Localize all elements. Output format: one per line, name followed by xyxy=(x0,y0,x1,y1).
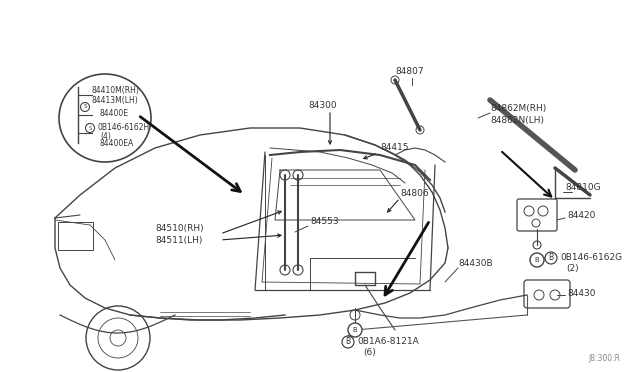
Circle shape xyxy=(348,323,362,337)
Text: 84430: 84430 xyxy=(567,289,595,298)
Text: B: B xyxy=(346,337,351,346)
Text: 84400E: 84400E xyxy=(100,109,129,119)
Circle shape xyxy=(81,103,90,112)
Text: (4): (4) xyxy=(100,132,111,141)
Text: 0B146-6162H: 0B146-6162H xyxy=(97,122,149,131)
Text: 84810G: 84810G xyxy=(565,183,600,192)
Circle shape xyxy=(530,253,544,267)
Text: B: B xyxy=(548,253,554,262)
Text: J8:300:R: J8:300:R xyxy=(588,354,620,363)
Text: 84807: 84807 xyxy=(395,67,424,77)
Circle shape xyxy=(86,124,95,132)
Text: 84430B: 84430B xyxy=(458,260,493,269)
Text: 84415: 84415 xyxy=(380,144,408,153)
Text: B: B xyxy=(534,257,540,263)
Text: 84862M(RH): 84862M(RH) xyxy=(490,103,547,112)
Text: S: S xyxy=(83,105,87,109)
Text: S: S xyxy=(88,125,92,131)
Text: 0B1A6-8121A: 0B1A6-8121A xyxy=(357,337,419,346)
Text: 84510(RH): 84510(RH) xyxy=(155,224,204,232)
Text: 84806: 84806 xyxy=(400,189,429,198)
Text: (2): (2) xyxy=(566,263,579,273)
Text: 84862N(LH): 84862N(LH) xyxy=(490,115,544,125)
Text: 84420: 84420 xyxy=(567,211,595,219)
Text: 84511(LH): 84511(LH) xyxy=(155,235,202,244)
Text: (6): (6) xyxy=(363,349,376,357)
Text: 84410M(RH): 84410M(RH) xyxy=(92,86,140,94)
Text: 84553: 84553 xyxy=(310,218,339,227)
Text: B: B xyxy=(353,327,357,333)
Ellipse shape xyxy=(59,74,151,162)
Text: 84400EA: 84400EA xyxy=(100,140,134,148)
Text: 0B146-6162G: 0B146-6162G xyxy=(560,253,622,262)
Text: 84300: 84300 xyxy=(308,100,337,109)
Text: 84413M(LH): 84413M(LH) xyxy=(92,96,139,105)
